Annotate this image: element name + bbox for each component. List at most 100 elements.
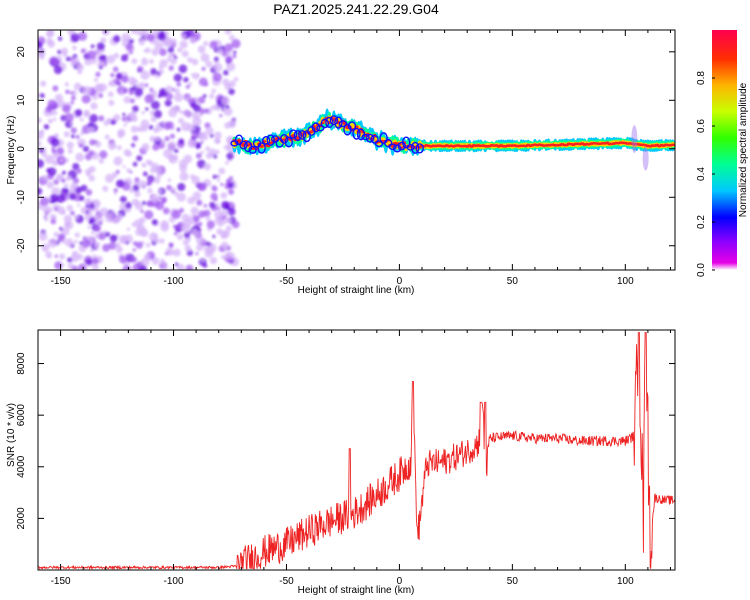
noise-blob [93, 77, 99, 82]
noise-blob [142, 171, 148, 177]
noise-blob [155, 201, 165, 210]
noise-blob [77, 203, 81, 207]
noise-blob [166, 56, 172, 62]
noise-blob [77, 31, 88, 41]
noise-blob [154, 238, 160, 244]
track-outline [365, 133, 375, 143]
noise-blob [110, 120, 116, 125]
noise-blob [115, 179, 125, 188]
noise-blob [70, 210, 75, 216]
noise-blob [74, 109, 83, 117]
noise-blob [176, 233, 184, 241]
track-outline [370, 134, 379, 144]
noise-blob [87, 225, 91, 229]
noise-blob [150, 254, 154, 258]
noise-blob [88, 174, 95, 182]
noise-blob [203, 204, 208, 208]
noise-blob [149, 166, 157, 174]
track-outline [302, 130, 312, 143]
noise-blob [54, 207, 58, 211]
noise-blob [75, 152, 85, 162]
noise-blob [115, 72, 123, 80]
noise-blob [149, 135, 156, 143]
noise-blob [147, 160, 154, 167]
noise-blob [57, 100, 65, 108]
noise-blob [231, 220, 240, 229]
noise-blob [170, 38, 177, 45]
noise-blob [119, 255, 127, 264]
noise-blob [98, 158, 104, 164]
noise-blob [98, 93, 104, 98]
noise-blob [65, 175, 72, 182]
noise-blob [144, 210, 154, 220]
noise-blob [55, 193, 66, 203]
noise-blob [150, 100, 160, 110]
noise-blob [126, 151, 132, 157]
noise-blob [108, 81, 114, 87]
noise-blob [108, 142, 116, 151]
noise-blob [185, 264, 194, 270]
noise-blob [80, 184, 88, 192]
noise-blob [196, 199, 203, 206]
noise-blob [209, 257, 218, 265]
noise-blob [112, 66, 119, 73]
noise-blob [81, 94, 91, 104]
spectrogram-y-tick-label: -10 [16, 190, 27, 205]
noise-blob [232, 54, 237, 59]
track-mark [670, 143, 675, 147]
noise-blob [180, 121, 191, 132]
spectrogram-noise-region [38, 30, 241, 270]
track-outline [298, 129, 307, 140]
noise-blob [153, 110, 163, 119]
track-outline [383, 138, 393, 148]
noise-blob [157, 93, 162, 98]
noise-blob [201, 258, 205, 262]
snr-x-tick-label: -100 [164, 576, 184, 587]
noise-blob [225, 56, 233, 64]
noise-blob [220, 254, 226, 260]
noise-blob [183, 218, 192, 228]
track-outline [415, 143, 424, 154]
noise-blob [203, 40, 209, 47]
spectrogram-y-label: Frequency (Hz) [6, 116, 17, 185]
noise-blob [81, 239, 91, 248]
noise-blob [183, 154, 193, 164]
snr-y-tick-label: 4000 [16, 455, 27, 478]
noise-blob [52, 117, 57, 121]
noise-blob [70, 121, 74, 126]
noise-blob [202, 94, 207, 98]
noise-blob [203, 162, 211, 171]
noise-blob [159, 238, 165, 244]
noise-blob [147, 188, 153, 194]
noise-blob [195, 244, 204, 252]
noise-blob [203, 209, 211, 217]
track-outline [293, 130, 302, 142]
noise-blob [123, 123, 127, 127]
noise-blob [224, 251, 232, 260]
noise-blob [134, 201, 144, 211]
noise-blob [94, 241, 101, 248]
noise-blob [90, 44, 95, 49]
noise-blob [229, 34, 235, 41]
noise-blob [54, 59, 61, 65]
noise-blob [94, 141, 102, 148]
noise-blob [74, 232, 80, 238]
track-outline [388, 143, 397, 151]
noise-blob [158, 65, 164, 70]
noise-blob [206, 220, 216, 229]
noise-blob [84, 197, 92, 206]
noise-blob [172, 248, 181, 257]
noise-blob [51, 214, 57, 220]
noise-blob [216, 106, 221, 111]
noise-blob [149, 87, 154, 92]
noise-blob [183, 231, 191, 239]
noise-blob [160, 198, 167, 204]
noise-blob [149, 193, 159, 203]
noise-blob [80, 48, 86, 54]
noise-blob [95, 214, 100, 219]
spectrogram-x-tick-label: -50 [279, 276, 294, 287]
noise-blob [179, 40, 188, 49]
noise-blob [38, 159, 45, 168]
noise-blob [183, 76, 189, 83]
